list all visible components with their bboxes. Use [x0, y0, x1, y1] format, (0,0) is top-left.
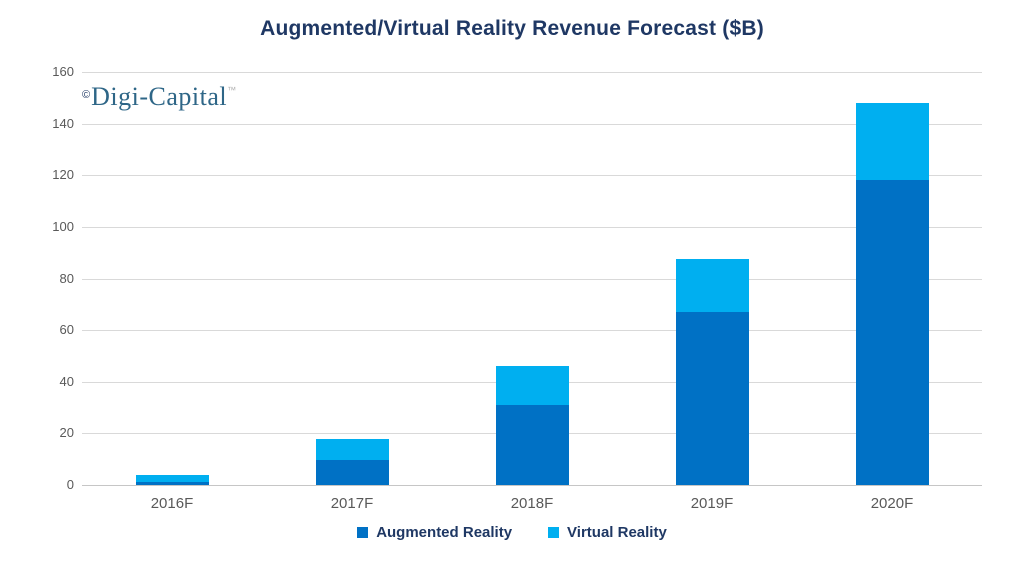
- legend-swatch-augmented-reality: [357, 527, 369, 538]
- legend-swatch-virtual-reality: [548, 527, 560, 538]
- x-axis-label-2018f: 2018F: [510, 495, 554, 512]
- legend-label-augmented-reality: Augmented Reality: [376, 524, 513, 541]
- y-axis-tick-label-120: 120: [52, 167, 74, 183]
- gridline-120: [82, 175, 982, 177]
- y-axis-tick-label-80: 80: [59, 270, 74, 286]
- bar-2019f: [675, 259, 749, 485]
- bar-segment-2020f-virtual-reality: [855, 103, 929, 181]
- x-axis-label-2017f: 2017F: [330, 495, 374, 512]
- bar-segment-2017f-augmented-reality: [315, 460, 389, 485]
- bar-2017f: [315, 438, 389, 485]
- x-axis-label-2020f: 2020F: [870, 495, 914, 512]
- bar-2020f: [855, 103, 929, 485]
- bar-2016f: [135, 474, 209, 485]
- bar-segment-2017f-virtual-reality: [315, 438, 389, 461]
- gridline-80: [82, 278, 982, 280]
- copyright-symbol: ©: [82, 89, 91, 101]
- gridline-100: [82, 226, 982, 228]
- bar-segment-2016f-virtual-reality: [135, 474, 209, 482]
- trademark-symbol: ™: [227, 85, 237, 95]
- x-axis-label-2019f: 2019F: [690, 495, 734, 512]
- bar-segment-2019f-virtual-reality: [675, 259, 749, 313]
- digi-capital-logo: ©Digi-Capital™: [82, 82, 236, 112]
- gridline-0: [82, 485, 982, 486]
- gridline-140: [82, 123, 982, 125]
- y-axis-tick-label-140: 140: [52, 115, 74, 131]
- y-axis-tick-label-160: 160: [52, 64, 74, 79]
- legend-item-augmented-reality: Augmented Reality: [357, 524, 512, 541]
- legend-item-virtual-reality: Virtual Reality: [548, 524, 667, 541]
- y-axis-tick-label-20: 20: [59, 425, 74, 441]
- x-axis-label-2016f: 2016F: [150, 495, 194, 512]
- bar-segment-2018f-augmented-reality: [495, 404, 569, 485]
- gridline-60: [82, 330, 982, 332]
- bar-2018f: [495, 366, 569, 485]
- y-axis-tick-label-60: 60: [59, 322, 74, 338]
- bar-segment-2020f-augmented-reality: [855, 180, 929, 485]
- chart-title: Augmented/Virtual Reality Revenue Foreca…: [260, 17, 764, 40]
- legend-label-virtual-reality: Virtual Reality: [567, 524, 667, 541]
- y-axis-tick-label-100: 100: [52, 218, 74, 234]
- bar-segment-2016f-augmented-reality: [135, 481, 209, 485]
- bar-segment-2018f-virtual-reality: [495, 366, 569, 405]
- gridline-160: [82, 72, 982, 73]
- logo-text: Digi-Capital: [91, 82, 228, 111]
- y-axis-tick-label-40: 40: [59, 373, 74, 389]
- legend: Augmented Reality Virtual Reality: [0, 524, 1024, 541]
- plot-area: ©Digi-Capital™ 0 20 40 60 80 100 120 140 160 2016…: [52, 64, 982, 512]
- bar-segment-2019f-augmented-reality: [675, 312, 749, 485]
- y-axis-tick-label-0: 0: [66, 477, 74, 492]
